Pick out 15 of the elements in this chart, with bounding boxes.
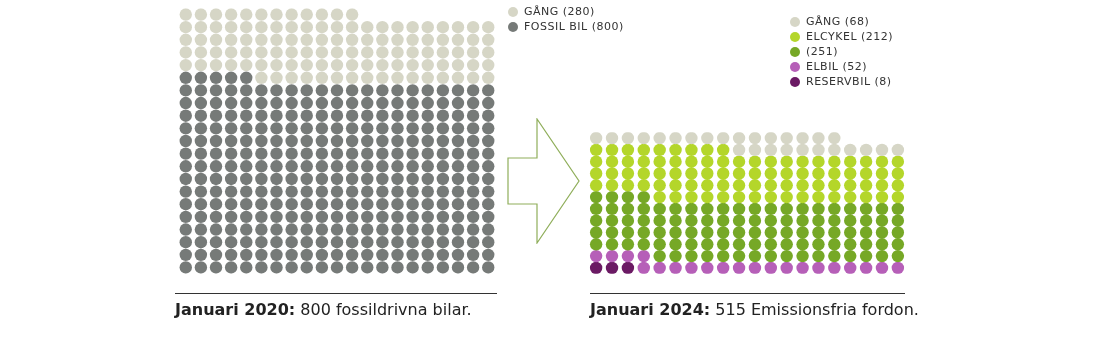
category-label: GÅNG <box>806 15 841 28</box>
data-label: (280) <box>562 5 595 18</box>
category-label: FOSSIL BIL <box>524 20 588 33</box>
data-label: (251) <box>806 45 839 58</box>
category-label: RESERVBIL <box>806 75 871 88</box>
data-label: (68) <box>844 15 870 28</box>
category-label: ELCYKEL <box>806 30 858 43</box>
data-label: (212) <box>861 30 894 43</box>
data-label: (8) <box>874 75 892 88</box>
data-label: (800) <box>591 20 624 33</box>
category-label: ELBIL <box>806 60 839 73</box>
text: Januari 2024: 515 Emissionsfria fordon. <box>590 299 919 319</box>
data-label: (52) <box>842 60 868 73</box>
category-label: GÅNG <box>524 5 559 18</box>
text: Januari 2020: 800 fossildrivna bilar. <box>175 293 497 319</box>
